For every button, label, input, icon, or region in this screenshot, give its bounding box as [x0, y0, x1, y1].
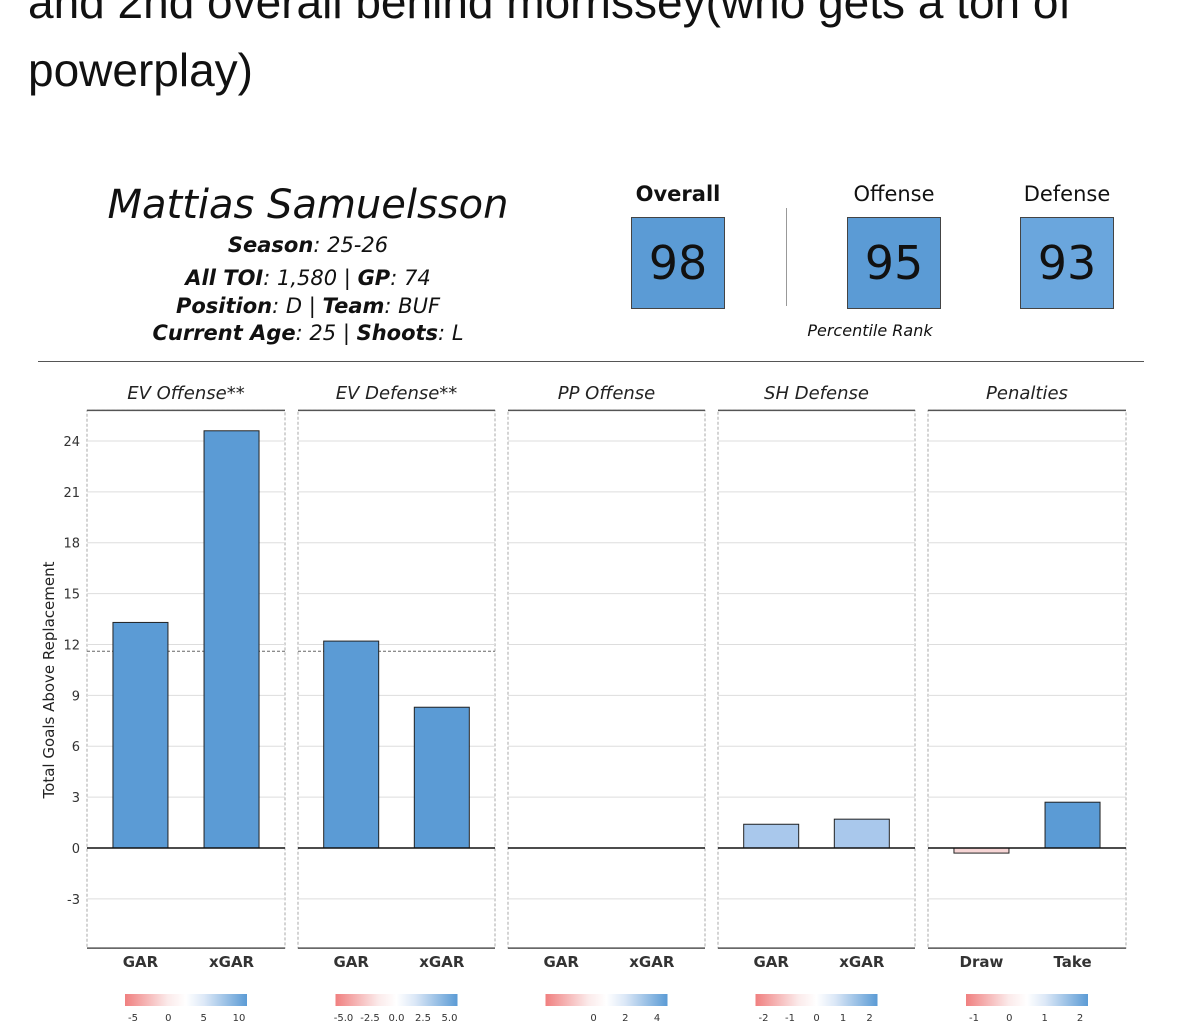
- legend-tick-label: -5: [128, 1013, 138, 1024]
- legend-tick-label: 2: [622, 1013, 628, 1024]
- panel-title: SH Defense: [764, 383, 869, 404]
- panel-border: [86, 409, 286, 949]
- player-name: Mattias Samuelsson: [107, 182, 509, 228]
- x-tick-label: GAR: [333, 953, 369, 971]
- age-line: Current Age: 25 | Shoots: L: [152, 321, 464, 345]
- legend-tick-label: 1: [840, 1013, 846, 1024]
- legend-tick-label: 0: [165, 1013, 171, 1024]
- x-tick-label: xGAR: [629, 953, 675, 971]
- panel-border: [717, 409, 916, 949]
- bar: [203, 430, 260, 849]
- rank-divider: [786, 208, 787, 306]
- legend-tick-label: 0: [813, 1013, 819, 1024]
- panel-border: [297, 409, 496, 949]
- legend-tick-label: -1: [969, 1013, 979, 1024]
- defense-label: Defense: [1023, 182, 1111, 206]
- color-legend: [966, 994, 1088, 1006]
- color-legend: [125, 994, 247, 1006]
- panel-border: [507, 409, 706, 949]
- legend-tick-label: 5: [200, 1013, 206, 1024]
- bar: [323, 640, 380, 849]
- panel-title: Penalties: [986, 383, 1068, 404]
- y-tick-label: 24: [63, 435, 80, 450]
- bar: [112, 621, 169, 849]
- legend-tick-label: -2.5: [360, 1013, 380, 1024]
- legend-tick-label: 2: [1077, 1013, 1083, 1024]
- y-tick-label: 18: [63, 537, 80, 552]
- legend-tick-label: 1: [1041, 1013, 1047, 1024]
- y-tick-label: -3: [67, 893, 80, 908]
- x-tick-label: xGAR: [419, 953, 465, 971]
- legend-tick-label: 2: [866, 1013, 872, 1024]
- y-tick-label: 3: [72, 791, 80, 806]
- overall-rank: 98: [631, 217, 725, 309]
- bar: [1044, 801, 1101, 849]
- percentile-rank-label: Percentile Rank: [807, 321, 933, 340]
- legend-tick-label: 0: [590, 1013, 596, 1024]
- y-tick-label: 0: [72, 842, 80, 857]
- y-tick-label: 9: [72, 689, 80, 704]
- color-legend: [755, 994, 878, 1006]
- overall-label: Overall: [635, 182, 721, 206]
- offense-label: Offense: [853, 182, 935, 206]
- legend-tick-label: 2.5: [415, 1013, 431, 1024]
- legend-tick-label: 0.0: [389, 1013, 405, 1024]
- panel-title: EV Offense**: [127, 383, 245, 404]
- bar: [413, 706, 470, 849]
- x-tick-label: GAR: [543, 953, 579, 971]
- y-tick-label: 6: [72, 740, 80, 755]
- offense-rank: 95: [847, 217, 941, 309]
- color-legend: [335, 994, 458, 1006]
- y-axis-label: Total Goals Above Replacement: [40, 561, 58, 799]
- y-tick-label: 15: [63, 588, 80, 603]
- panel-title: PP Offense: [558, 383, 656, 404]
- legend-tick-label: -2: [759, 1013, 769, 1024]
- defense-rank: 93: [1020, 217, 1114, 309]
- legend-tick-label: -5.0: [334, 1013, 354, 1024]
- legend-tick-label: -1: [785, 1013, 795, 1024]
- panel-border: [927, 409, 1127, 949]
- header-divider: [38, 361, 1144, 362]
- position-line: Position: D | Team: BUF: [175, 294, 441, 318]
- legend-tick-label: 10: [233, 1013, 246, 1024]
- panel-title: EV Defense**: [336, 383, 458, 404]
- bar: [953, 847, 1010, 854]
- legend-tick-label: 4: [654, 1013, 660, 1024]
- color-legend: [545, 994, 668, 1006]
- post-caption: and 2nd overall behind morrissey(who get…: [28, 0, 1072, 96]
- y-tick-label: 12: [63, 638, 80, 653]
- season-line: Season: 25-26: [227, 233, 389, 257]
- bar: [743, 823, 800, 849]
- legend-tick-label: 0: [1006, 1013, 1012, 1024]
- bar: [833, 818, 890, 849]
- x-tick-label: Take: [1053, 953, 1091, 971]
- x-tick-label: xGAR: [209, 953, 255, 971]
- toi-line: All TOI: 1,580 | GP: 74: [185, 266, 431, 290]
- x-tick-label: GAR: [753, 953, 789, 971]
- x-tick-label: Draw: [960, 953, 1004, 971]
- x-tick-label: GAR: [123, 953, 159, 971]
- y-tick-label: 21: [63, 486, 80, 501]
- x-tick-label: xGAR: [839, 953, 885, 971]
- legend-tick-label: 5.0: [442, 1013, 458, 1024]
